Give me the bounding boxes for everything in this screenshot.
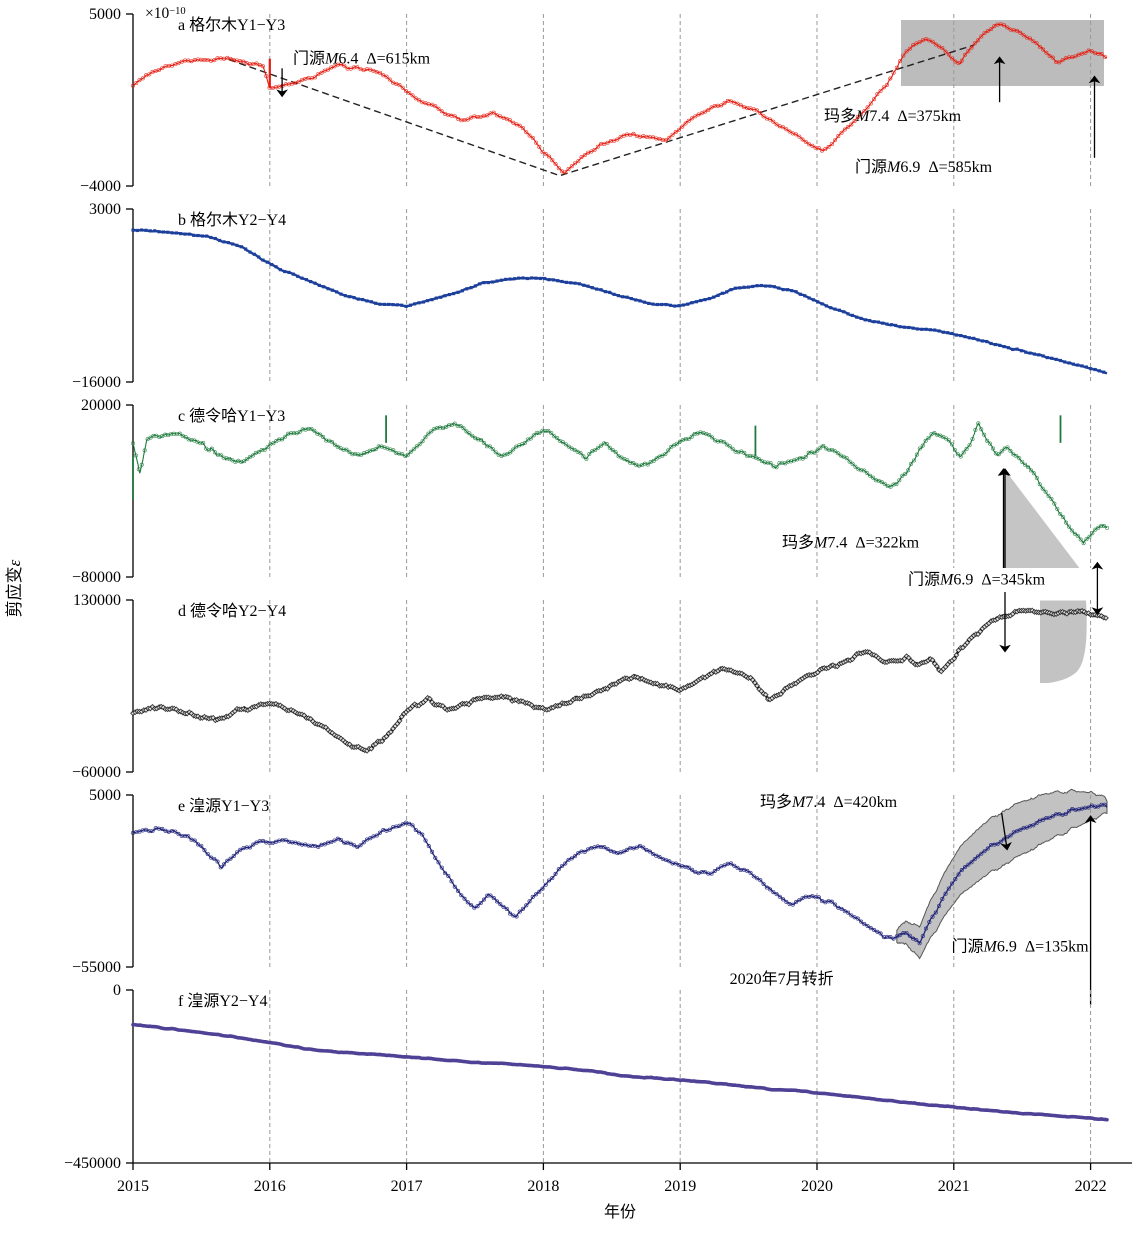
svg-text:130000: 130000	[73, 592, 121, 609]
svg-text:f 湟源Y2−Y4: f 湟源Y2−Y4	[178, 992, 267, 1010]
svg-text:玛多M7.4 Δ=322km: 玛多M7.4 Δ=322km	[782, 533, 920, 551]
svg-text:玛多M7.4 Δ=420km: 玛多M7.4 Δ=420km	[760, 793, 898, 811]
svg-text:2021: 2021	[938, 1178, 970, 1195]
svg-text:−16000: −16000	[72, 374, 121, 391]
svg-text:0: 0	[113, 982, 121, 999]
svg-text:2022: 2022	[1075, 1178, 1107, 1195]
svg-text:门源M6.9 Δ=345km: 门源M6.9 Δ=345km	[908, 571, 1046, 589]
svg-text:2020年7月转折: 2020年7月转折	[730, 970, 834, 988]
svg-text:2016: 2016	[254, 1178, 286, 1195]
svg-text:玛多M7.4 Δ=375km: 玛多M7.4 Δ=375km	[824, 107, 962, 125]
svg-text:门源M6.4 Δ=615km: 门源M6.4 Δ=615km	[293, 50, 431, 68]
svg-text:−60000: −60000	[72, 764, 121, 781]
svg-text:−55000: −55000	[72, 959, 121, 976]
svg-text:2019: 2019	[664, 1178, 696, 1195]
svg-text:d 德令哈Y2−Y4: d 德令哈Y2−Y4	[178, 602, 286, 620]
svg-text:2020: 2020	[801, 1178, 833, 1195]
svg-text:2017: 2017	[391, 1178, 423, 1195]
svg-text:−450000: −450000	[64, 1155, 121, 1172]
svg-text:剪应变ε: 剪应变ε	[5, 559, 24, 617]
svg-text:门源M6.9 Δ=135km: 门源M6.9 Δ=135km	[952, 937, 1090, 955]
svg-text:2015: 2015	[117, 1178, 149, 1195]
svg-text:5000: 5000	[89, 6, 121, 23]
svg-text:a 格尔木Y1−Y3: a 格尔木Y1−Y3	[178, 16, 285, 34]
svg-text:20000: 20000	[81, 397, 121, 414]
svg-text:2018: 2018	[527, 1178, 559, 1195]
svg-text:3000: 3000	[89, 201, 121, 218]
svg-text:−4000: −4000	[80, 178, 121, 195]
svg-text:门源M6.9 Δ=585km: 门源M6.9 Δ=585km	[855, 158, 993, 176]
svg-text:−80000: −80000	[72, 569, 121, 586]
svg-text:c 德令哈Y1−Y3: c 德令哈Y1−Y3	[178, 407, 285, 425]
svg-text:5000: 5000	[89, 787, 121, 804]
svg-text:年份: 年份	[604, 1203, 636, 1221]
svg-text:b 格尔木Y2−Y4: b 格尔木Y2−Y4	[178, 211, 286, 229]
svg-text:e 湟源Y1−Y3: e 湟源Y1−Y3	[178, 797, 269, 815]
